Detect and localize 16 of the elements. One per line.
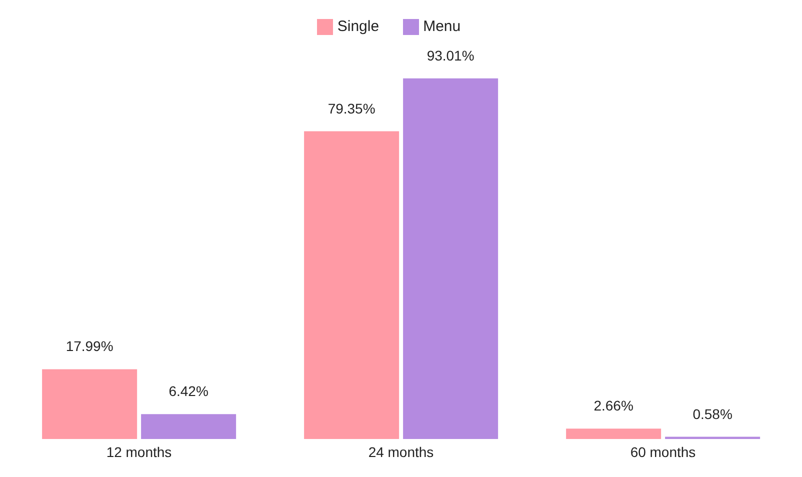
- data-label: 2.66%: [594, 398, 634, 414]
- data-label: 0.58%: [692, 406, 732, 422]
- bar: [42, 369, 138, 439]
- x-tick-label: 12 months: [106, 444, 172, 460]
- data-label: 79.35%: [328, 100, 376, 116]
- bar: [304, 131, 400, 439]
- bar: [403, 78, 498, 439]
- legend-label: Single: [337, 18, 380, 35]
- data-label: 93.01%: [426, 47, 474, 64]
- bar: [141, 414, 236, 439]
- data-label: 17.99%: [66, 338, 114, 354]
- bar: [566, 428, 662, 439]
- legend-label: Menu: [423, 18, 461, 35]
- data-label: 6.42%: [168, 383, 208, 400]
- x-tick-label: 24 months: [368, 444, 434, 460]
- x-tick-label: 60 months: [630, 444, 696, 460]
